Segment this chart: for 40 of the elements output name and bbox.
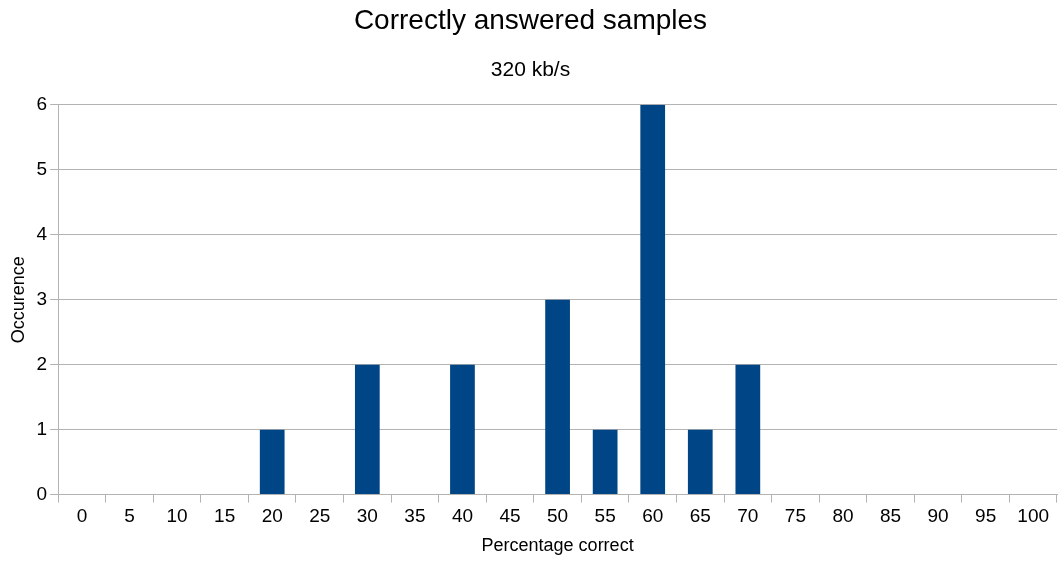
y-tick-label: 0 [36, 482, 48, 504]
y-axis-title: Occurence [7, 256, 28, 344]
y-tick-label: 2 [36, 352, 48, 374]
x-tick-label: 95 [975, 505, 997, 527]
chart-title: Correctly answered samples [353, 3, 708, 35]
x-tick-label: 25 [309, 505, 331, 527]
x-tick-label: 65 [689, 505, 711, 527]
bar [592, 429, 618, 495]
x-tick-label: 15 [214, 505, 236, 527]
x-tick-label: 5 [124, 505, 135, 527]
y-tick-label: 1 [36, 417, 48, 439]
x-tick-label: 0 [76, 505, 88, 527]
y-tick-label: 6 [36, 93, 48, 115]
x-tick-label: 20 [261, 505, 283, 527]
x-tick-label: 30 [356, 505, 378, 527]
x-tick-label: 40 [451, 505, 474, 527]
x-tick-label: 70 [737, 505, 759, 527]
bar [640, 104, 666, 495]
bar [735, 364, 761, 495]
y-tick-label: 4 [36, 222, 48, 244]
x-axis-title: Percentage correct [481, 535, 634, 556]
bar [354, 364, 380, 495]
x-tick-label: 100 [1017, 505, 1050, 527]
bar [545, 299, 570, 495]
x-tick-label: 55 [594, 505, 616, 527]
x-tick-label: 60 [642, 505, 664, 527]
x-tick-label: 35 [404, 505, 426, 527]
bar [687, 429, 713, 495]
x-tick-label: 45 [499, 505, 521, 527]
bar [259, 429, 285, 495]
x-tick-label: 75 [784, 505, 806, 527]
y-tick-label: 3 [36, 287, 48, 309]
x-tick-label: 10 [166, 505, 188, 527]
chart-subtitle: 320 kb/s [490, 57, 571, 80]
x-tick-label: 80 [832, 505, 854, 527]
y-tick-label: 5 [36, 158, 48, 179]
x-tick-label: 85 [879, 505, 902, 527]
x-tick-label: 90 [927, 505, 949, 527]
x-tick-label: 50 [547, 505, 569, 527]
bar [450, 364, 475, 495]
